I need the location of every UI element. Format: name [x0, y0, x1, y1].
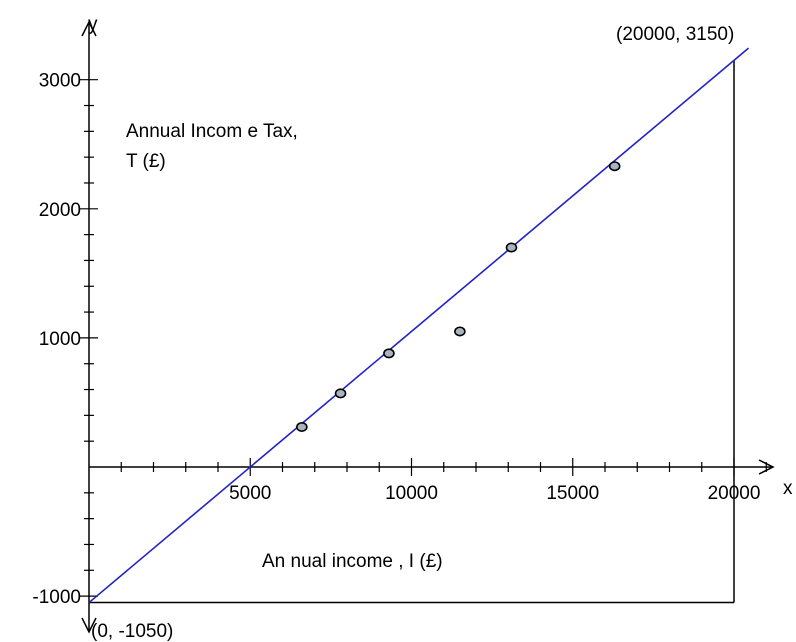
- x-tick-label: 5000: [229, 483, 271, 504]
- y-axis-letter: y: [88, 14, 98, 35]
- fit-line-group: [88, 47, 750, 604]
- y-tick-label: 1000: [39, 329, 81, 350]
- data-point: [454, 326, 466, 337]
- annotation-intercept: (0, -1050): [91, 621, 173, 642]
- data-point: [334, 388, 347, 399]
- y-axis-label-line-1: Annual Incom e Tax,: [126, 121, 298, 142]
- data-point: [383, 348, 395, 359]
- x-tick-label: 15000: [546, 483, 599, 504]
- data-point: [608, 161, 621, 172]
- y-axis-arrow-up: [81, 20, 97, 37]
- guide-lines: [89, 60, 735, 604]
- y-tick-label: 2000: [39, 200, 81, 221]
- data-points: [296, 161, 621, 432]
- y-axis-arrow-down: [81, 617, 97, 634]
- y-tick-label: 3000: [39, 71, 81, 92]
- fit-line: [88, 47, 750, 604]
- x-tick-label: 10000: [385, 483, 438, 504]
- x-axis-letter: x: [783, 478, 793, 499]
- annotation-top-point: (20000, 3150): [616, 24, 734, 45]
- y-tick-label: -1000: [32, 587, 81, 608]
- x-axis-arrow: [758, 459, 775, 475]
- x-axis-label: An nual income , I (£): [262, 551, 443, 572]
- chart-labels: y x Annual Incom e Tax, T (£) An nual in…: [88, 14, 793, 642]
- data-point: [505, 242, 518, 253]
- data-point: [296, 421, 308, 432]
- y-axis-label-line-2: T (£): [126, 151, 166, 172]
